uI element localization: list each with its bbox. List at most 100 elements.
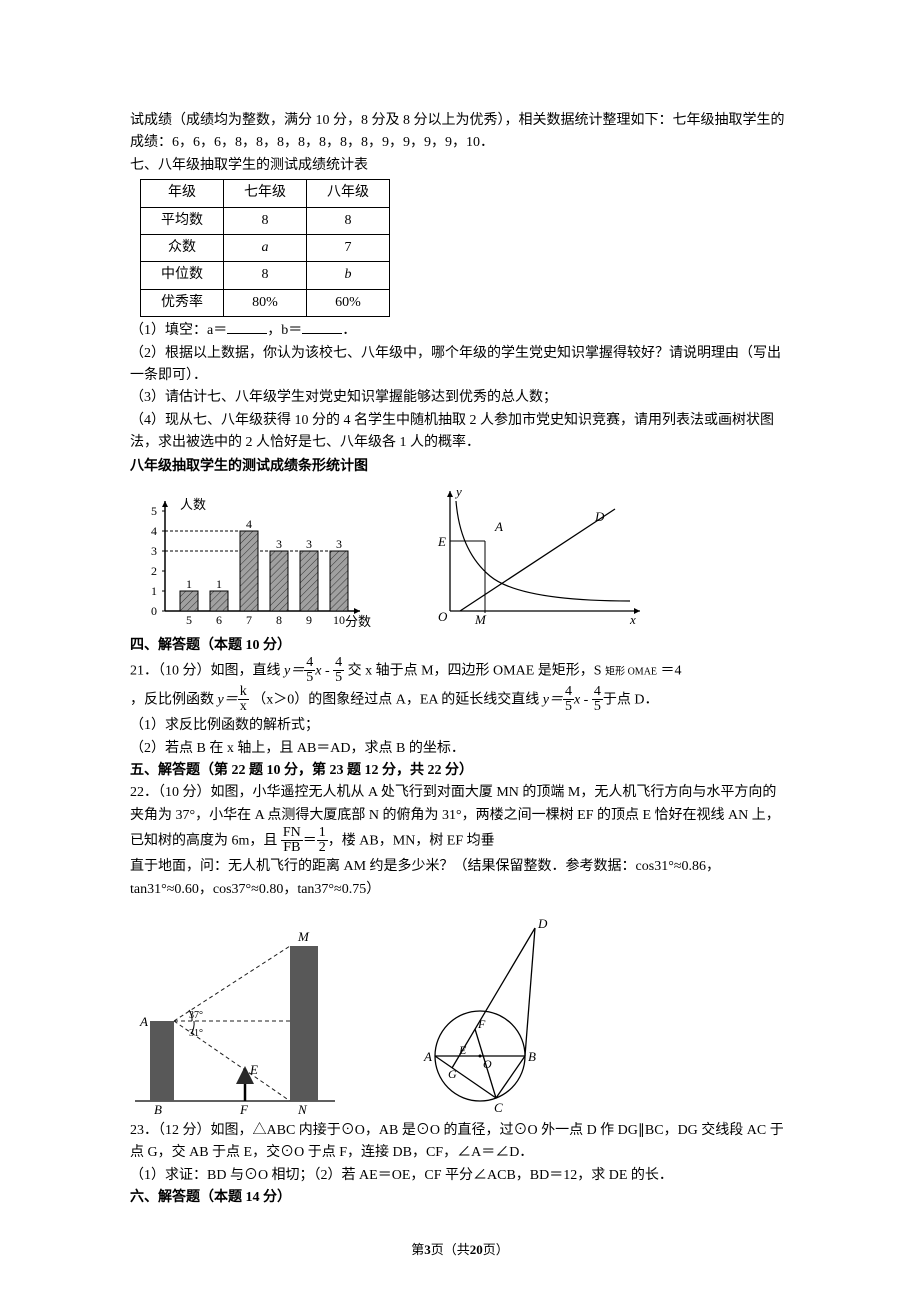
cell: 8 (307, 207, 390, 234)
label-M: M (474, 612, 487, 627)
cell: 众数 (141, 234, 224, 261)
bar-chart: 人数 分数 012345 5678910 114333 (130, 491, 380, 631)
svg-text:8: 8 (276, 613, 282, 627)
label-N: N (297, 1102, 308, 1116)
q22-figure: A B M N E F 37° 31° (130, 926, 340, 1116)
q22-text3: 直于地面，问：无人机飞行的距离 AM 约是多少米？（结果保留整数．参考数据：co… (130, 856, 790, 901)
bar-chart-title: 八年级抽取学生的测试成绩条形统计图 (130, 454, 790, 476)
frac-fn-fb: FNFB (281, 826, 303, 855)
svg-text:5: 5 (151, 504, 157, 518)
svg-text:1: 1 (216, 577, 222, 591)
svg-text:3: 3 (306, 537, 312, 551)
cell: 七年级 (224, 180, 307, 207)
label-E: E (437, 534, 446, 549)
label-E: E (458, 1043, 467, 1057)
q21-text2: ，反比例函数 y＝kx （x＞0）的图象经过点 A，EA 的延长线交直线 y＝4… (130, 686, 790, 715)
frac-1-2: 12 (317, 826, 328, 855)
label-F: F (477, 1017, 486, 1031)
table-row: 优秀率 80% 60% (141, 289, 390, 316)
text: ＝4 (661, 664, 682, 679)
text: 21．（10 分）如图，直线 (130, 664, 281, 679)
text: 于点 D． (603, 693, 659, 708)
label-B: B (154, 1102, 162, 1116)
label-O: O (483, 1057, 492, 1071)
cell: 优秀率 (141, 289, 224, 316)
svg-text:6: 6 (216, 613, 222, 627)
svg-text:0: 0 (151, 604, 157, 618)
frac-4-5: 45 (563, 685, 574, 714)
text: ，b＝ (267, 323, 302, 338)
section-5-title: 五、解答题（第 22 题 10 分，第 23 题 12 分，共 22 分） (130, 760, 790, 782)
page-footer: 第3页（共20页） (130, 1240, 790, 1261)
svg-text:3: 3 (276, 537, 282, 551)
svg-text:3: 3 (151, 544, 157, 558)
cell: 8 (224, 262, 307, 289)
q23-p1: （1）求证：BD 与⊙O 相切；（2）若 AE＝OE，CF 平分∠ACB，BD＝… (130, 1165, 790, 1187)
svg-text:1: 1 (151, 584, 157, 598)
cell: 中位数 (141, 262, 224, 289)
q-part-4: （4）现从七、八年级获得 10 分的 4 名学生中随机抽取 2 人参加市党史知识… (130, 410, 790, 455)
text: ，反比例函数 (130, 693, 214, 708)
text: （x＞0）的图象经过点 A，EA 的延长线交直线 (252, 693, 539, 708)
x-axis-label: 分数 (345, 614, 371, 629)
q21-p2: （2）若点 B 在 x 轴上，且 AB＝AD，求点 B 的坐标． (130, 738, 790, 760)
page-total: 20 (470, 1242, 483, 1257)
svg-text:1: 1 (186, 577, 192, 591)
table-row: 平均数 8 8 (141, 207, 390, 234)
label-x: x (629, 612, 636, 627)
svg-text:4: 4 (246, 517, 252, 531)
y-axis-label: 人数 (180, 497, 206, 512)
svg-text:3: 3 (336, 537, 342, 551)
angle-37: 37° (189, 1010, 203, 1021)
frac-4-5: 45 (333, 656, 344, 685)
frac-k-x: kx (238, 685, 249, 714)
cell: 八年级 (307, 180, 390, 207)
q-part-2: （2）根据以上数据，你认为该校七、八年级中，哪个年级的学生党史知识掌握得较好？请… (130, 343, 790, 388)
stats-table: 年级 七年级 八年级 平均数 8 8 众数 a 7 中位数 8 b 优秀率 80… (140, 179, 390, 317)
label-A: A (494, 519, 503, 534)
cell: 80% (224, 289, 307, 316)
q-part-3: （3）请估计七、八年级学生对党史知识掌握能够达到优秀的总人数； (130, 387, 790, 409)
subscript: 矩形 OMAE (605, 667, 657, 678)
label-M: M (297, 929, 310, 944)
q22-text: 22．（10 分）如图，小华遥控无人机从 A 处飞行到对面大厦 MN 的顶端 M… (130, 782, 790, 856)
svg-text:4: 4 (151, 524, 157, 538)
cell: 年级 (141, 180, 224, 207)
text: 交 x 轴于点 M，四边形 OMAE 是矩形，S (348, 664, 602, 679)
cell: 7 (307, 234, 390, 261)
footer-text: 第 (411, 1242, 424, 1257)
svg-text:5: 5 (186, 613, 192, 627)
text: ，楼 AB，MN，树 EF 均垂 (328, 834, 495, 849)
label-C: C (494, 1100, 503, 1115)
frac-4-5: 45 (304, 656, 315, 685)
svg-text:10: 10 (333, 613, 345, 627)
section-6-title: 六、解答题（本题 14 分） (130, 1187, 790, 1209)
intro-line2: 七、八年级抽取学生的测试成绩统计表 (130, 155, 790, 177)
section-4-title: 四、解答题（本题 10 分） (130, 635, 790, 657)
table-row: 众数 a 7 (141, 234, 390, 261)
footer-text: 页） (483, 1242, 509, 1257)
label-B: B (528, 1049, 536, 1064)
footer-text: 页（共 (431, 1242, 470, 1257)
table-row: 年级 七年级 八年级 (141, 180, 390, 207)
text: （1）填空：a＝ (130, 323, 227, 338)
label-A: A (139, 1014, 148, 1029)
label-F: F (239, 1102, 249, 1116)
cell: 平均数 (141, 207, 224, 234)
blank-a (227, 319, 267, 334)
label-D: D (537, 916, 548, 931)
cell: b (307, 262, 390, 289)
cell: 60% (307, 289, 390, 316)
label-A: A (423, 1049, 432, 1064)
q-part-1: （1）填空：a＝ ，b＝ ． (130, 319, 790, 342)
label-O: O (438, 609, 448, 624)
svg-text:9: 9 (306, 613, 312, 627)
text: ． (342, 323, 356, 338)
intro-line1: 试成绩（成绩均为整数，满分 10 分，8 分及 8 分以上为优秀），相关数据统计… (130, 110, 790, 155)
svg-text:7: 7 (246, 613, 252, 627)
label-y: y (454, 484, 462, 499)
svg-text:2: 2 (151, 564, 157, 578)
q23-figure: A B C D E F G O (380, 916, 580, 1116)
q21-text: 21．（10 分）如图，直线 y＝45x - 45 交 x 轴于点 M，四边形 … (130, 657, 790, 686)
label-G: G (448, 1067, 457, 1081)
